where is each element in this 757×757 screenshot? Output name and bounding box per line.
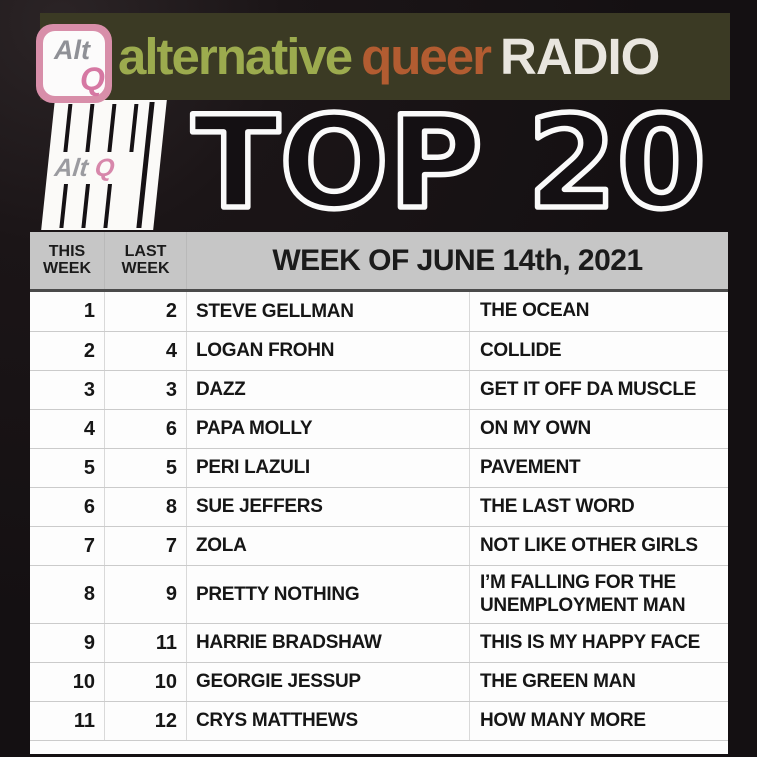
altq-badge-inner: Alt Q — [43, 31, 105, 97]
chart-row-6: 6 8 SUE JEFFERS THE LAST WORD — [30, 487, 728, 526]
piano-stripe — [107, 104, 117, 152]
chart-row-partial — [30, 740, 728, 754]
artist-name: HARRIE BRADSHAW — [187, 624, 470, 662]
artist-name: PRETTY NOTHING — [187, 566, 470, 623]
piano-altq-label: Alt Q — [53, 154, 116, 183]
last-week-rank: 6 — [105, 410, 187, 448]
chart-row-8: 8 9 PRETTY NOTHING I’M FALLING FOR THE UNEM… — [30, 565, 728, 623]
last-week-rank: 11 — [105, 624, 187, 662]
piano-stripe — [129, 104, 139, 152]
brand-word-radio: RADIO — [500, 28, 660, 85]
piano-stripe — [103, 184, 113, 228]
piano-stripe — [59, 184, 69, 228]
header-last-week: LAST WEEK — [105, 232, 187, 289]
artist-name: GEORGIE JESSUP — [187, 663, 470, 701]
last-week-rank: 12 — [105, 702, 187, 740]
chart-row-9: 9 11 HARRIE BRADSHAW THIS IS MY HAPPY FACE — [30, 623, 728, 662]
song-title: NOT LIKE OTHER GIRLS — [480, 534, 698, 556]
artist-name: PAPA MOLLY — [187, 410, 470, 448]
this-week-rank: 9 — [30, 624, 105, 662]
song-title: THE GREEN MAN — [480, 670, 636, 692]
artist-name: DAZZ — [187, 371, 470, 409]
last-week-rank: 7 — [105, 527, 187, 565]
this-week-rank: 8 — [30, 566, 105, 623]
this-week-rank: 5 — [30, 449, 105, 487]
chart-rows: 1 2 STEVE GELLMAN THE OCEAN 2 4 LOGAN FROHN COL… — [30, 292, 728, 754]
chart-row-2: 2 4 LOGAN FROHN COLLIDE — [30, 331, 728, 370]
artist-name: CRYS MATTHEWS — [187, 702, 470, 740]
last-week-rank: 5 — [105, 449, 187, 487]
svg-text:TOP 20: TOP 20 — [192, 101, 706, 229]
header-week-title: WEEK OF JUNE 14th, 2021 — [272, 243, 643, 277]
brand-word-alternative: alternative — [118, 28, 353, 85]
song-title: I’M FALLING FOR THE UNEMPLOYMENT MAN — [480, 572, 686, 616]
song-title: THIS IS MY HAPPY FACE — [480, 631, 700, 653]
station-banner: alternative queer RADIO — [40, 13, 730, 100]
this-week-rank: 2 — [30, 332, 105, 370]
song-title: PAVEMENT — [480, 456, 581, 478]
piano-alt-text: Alt — [53, 154, 90, 182]
song-title: THE OCEAN — [480, 300, 590, 322]
this-week-rank: 6 — [30, 488, 105, 526]
artist-name: SUE JEFFERS — [187, 488, 470, 526]
song-title: GET IT OFF DA MUSCLE — [480, 378, 697, 400]
chart-row-3: 3 3 DAZZ GET IT OFF DA MUSCLE — [30, 370, 728, 409]
this-week-rank: 4 — [30, 410, 105, 448]
this-week-rank: 3 — [30, 371, 105, 409]
artist-name: PERI LAZULI — [187, 449, 470, 487]
song-title: THE LAST WORD — [480, 495, 635, 517]
chart-row-10: 10 10 GEORGIE JESSUP THE GREEN MAN — [30, 662, 728, 701]
last-week-rank: 9 — [105, 566, 187, 623]
chart-row-11: 11 12 CRYS MATTHEWS HOW MANY MORE — [30, 701, 728, 740]
last-week-rank: 3 — [105, 371, 187, 409]
song-title: COLLIDE — [480, 339, 562, 361]
chart-row-4: 4 6 PAPA MOLLY ON MY OWN — [30, 409, 728, 448]
this-week-rank: 10 — [30, 663, 105, 701]
altq-badge-icon: Alt Q — [36, 24, 112, 103]
artist-name: STEVE GELLMAN — [187, 292, 470, 331]
piano-stripe — [63, 104, 73, 152]
station-name: alternative queer RADIO — [118, 13, 724, 100]
last-week-rank: 8 — [105, 488, 187, 526]
last-week-rank: 4 — [105, 332, 187, 370]
piano-stripe — [136, 102, 155, 228]
song-title: ON MY OWN — [480, 417, 591, 439]
artist-name: LOGAN FROHN — [187, 332, 470, 370]
this-week-rank: 11 — [30, 702, 105, 740]
chart-row-7: 7 7 ZOLA NOT LIKE OTHER GIRLS — [30, 526, 728, 565]
piano-keys-icon: Alt Q — [41, 100, 167, 230]
altq-badge-alt-label: Alt — [54, 35, 90, 65]
header-this-week: THIS WEEK — [30, 232, 105, 289]
last-week-rank: 10 — [105, 663, 187, 701]
this-week-rank: 7 — [30, 527, 105, 565]
chart-table: THIS WEEK LAST WEEK WEEK OF JUNE 14th, 2… — [30, 232, 728, 754]
last-week-rank: 2 — [105, 292, 187, 331]
this-week-rank: 1 — [30, 292, 105, 331]
piano-stripe — [85, 104, 95, 152]
artist-name: ZOLA — [187, 527, 470, 565]
altq-badge-q-label: Q — [80, 61, 105, 97]
top20-headline: TOP 20 — [186, 86, 716, 241]
chart-row-5: 5 5 PERI LAZULI PAVEMENT — [30, 448, 728, 487]
piano-stripe — [81, 184, 91, 228]
piano-q-text: Q — [93, 154, 116, 182]
song-title: HOW MANY MORE — [480, 709, 646, 731]
brand-word-queer: queer — [361, 28, 492, 85]
chart-row-1: 1 2 STEVE GELLMAN THE OCEAN — [30, 292, 728, 331]
chart-table-header: THIS WEEK LAST WEEK WEEK OF JUNE 14th, 2… — [30, 232, 728, 292]
top20-outline-text: TOP 20 — [189, 86, 709, 241]
